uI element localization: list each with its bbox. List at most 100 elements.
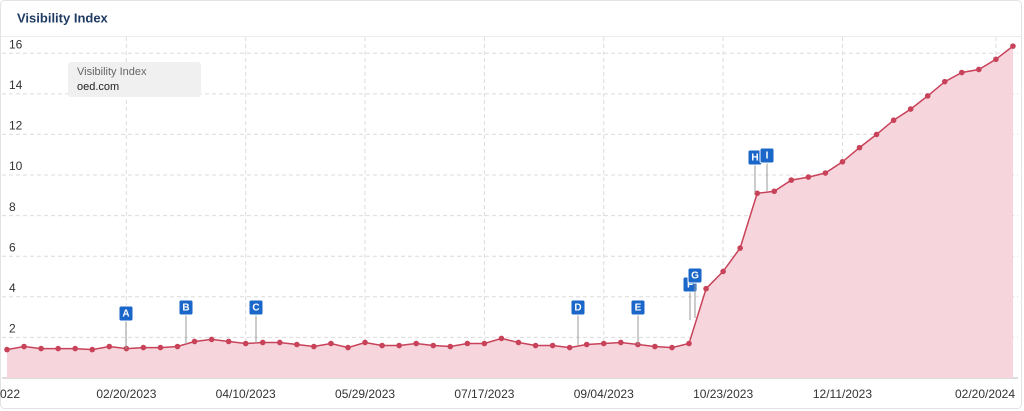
point bbox=[1010, 43, 1016, 49]
x-tick-label: 04/10/2023 bbox=[216, 387, 276, 401]
annotation-label: G bbox=[691, 271, 699, 282]
x-tick-label: 10/23/2023 bbox=[693, 387, 753, 401]
point bbox=[498, 335, 505, 342]
annotation-label: E bbox=[635, 303, 642, 314]
point bbox=[413, 340, 420, 347]
point bbox=[566, 344, 573, 351]
point bbox=[993, 56, 999, 63]
point bbox=[686, 340, 692, 347]
point bbox=[328, 340, 334, 347]
annotation-label: H bbox=[751, 153, 758, 164]
annotation-label: D bbox=[574, 303, 581, 314]
annotation-label: B bbox=[182, 303, 189, 314]
point bbox=[89, 346, 96, 353]
x-tick-label: 02/20/2023 bbox=[96, 387, 156, 401]
point bbox=[515, 339, 522, 346]
legend-box bbox=[68, 62, 201, 97]
point bbox=[907, 106, 914, 112]
point bbox=[447, 343, 454, 350]
point bbox=[618, 339, 624, 346]
point bbox=[106, 343, 113, 350]
point bbox=[652, 343, 658, 350]
point bbox=[55, 345, 61, 352]
x-tick-label: 02/20/2024 bbox=[955, 387, 1015, 401]
x-tick-label: 05/29/2023 bbox=[335, 387, 395, 401]
point bbox=[839, 159, 846, 165]
legend-entry: oed.com bbox=[77, 81, 119, 93]
annotation-flag bbox=[248, 299, 264, 316]
point bbox=[21, 343, 27, 350]
point bbox=[208, 336, 215, 343]
legend-title: Visibility Index bbox=[77, 66, 147, 78]
point bbox=[242, 340, 249, 347]
annotation-label: I bbox=[766, 151, 769, 162]
point bbox=[140, 344, 147, 351]
point bbox=[583, 341, 590, 348]
point bbox=[294, 341, 300, 348]
point bbox=[924, 93, 931, 99]
point bbox=[754, 190, 760, 197]
point bbox=[737, 245, 743, 251]
point bbox=[396, 342, 402, 349]
annotation-flag bbox=[630, 299, 646, 316]
point bbox=[259, 339, 266, 346]
annotation-flag bbox=[570, 299, 586, 316]
point bbox=[430, 342, 437, 349]
point bbox=[38, 345, 44, 352]
point bbox=[941, 78, 948, 85]
y-tick-label: 4 bbox=[9, 281, 16, 295]
point bbox=[157, 344, 164, 351]
annotation-label: F bbox=[687, 280, 693, 291]
annotation-flag bbox=[687, 267, 703, 284]
annotation-label: A bbox=[122, 309, 129, 320]
point bbox=[549, 342, 556, 349]
point bbox=[311, 343, 317, 350]
point bbox=[703, 285, 709, 292]
point bbox=[174, 343, 181, 350]
point bbox=[72, 345, 78, 352]
y-tick-label: 16 bbox=[9, 37, 23, 51]
point bbox=[669, 344, 675, 351]
point bbox=[805, 174, 812, 180]
point bbox=[277, 339, 283, 346]
point bbox=[481, 340, 488, 347]
x-tick-label: 09/04/2023 bbox=[574, 387, 634, 401]
point bbox=[4, 346, 10, 353]
point bbox=[890, 117, 897, 124]
point bbox=[379, 342, 385, 349]
point bbox=[191, 338, 198, 345]
y-tick-label: 8 bbox=[9, 200, 16, 214]
annotation-label: C bbox=[252, 303, 259, 314]
point bbox=[788, 177, 795, 183]
point bbox=[464, 340, 471, 347]
y-tick-label: 10 bbox=[9, 159, 23, 173]
annotation-flag bbox=[118, 305, 134, 322]
point bbox=[345, 344, 351, 351]
point bbox=[600, 340, 607, 347]
point bbox=[976, 66, 982, 73]
annotation-flag bbox=[759, 147, 775, 164]
point bbox=[362, 339, 368, 346]
point bbox=[532, 342, 539, 349]
x-tick-label: 07/17/2023 bbox=[454, 387, 514, 401]
chart-title: Visibility Index bbox=[17, 10, 109, 25]
point bbox=[225, 338, 232, 345]
y-tick-label: 2 bbox=[9, 322, 16, 336]
annotation-flag bbox=[178, 299, 194, 316]
point bbox=[771, 188, 778, 195]
y-tick-label: 12 bbox=[9, 119, 23, 133]
point bbox=[959, 69, 965, 76]
line bbox=[6, 45, 1014, 351]
point bbox=[873, 131, 880, 138]
x-tick-label: 022 bbox=[0, 387, 20, 401]
area bbox=[7, 46, 1013, 378]
plot: 2 4 6 8 10 12 14 16 022 02/20/2023 04/10/2023 05/29… bbox=[0, 37, 1018, 401]
point bbox=[856, 144, 863, 151]
point bbox=[822, 170, 829, 176]
y-tick-label: 6 bbox=[9, 240, 16, 254]
y-tick-label: 14 bbox=[9, 78, 23, 92]
x-tick-label: 12/11/2023 bbox=[813, 387, 872, 401]
point bbox=[720, 268, 726, 275]
